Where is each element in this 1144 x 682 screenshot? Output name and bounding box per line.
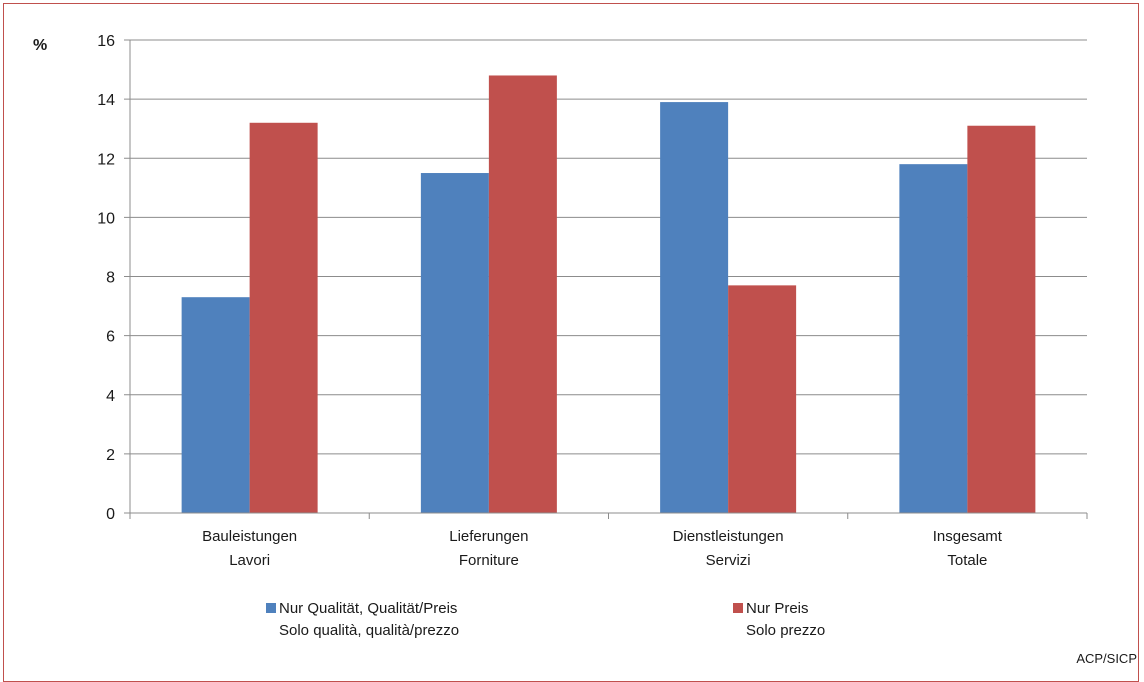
y-tick-label: 16	[97, 33, 115, 50]
axes	[124, 39, 1088, 519]
legend-label-secondary: Solo prezzo	[746, 622, 826, 639]
legend-item-series-1: Nur Qualität, Qualität/Preis Solo qualit…	[266, 598, 459, 642]
y-tick-label: 0	[106, 506, 115, 523]
legend-label: Nur Preis	[746, 600, 809, 617]
x-tick-label: Servizi	[706, 552, 751, 569]
source-label: ACP/SICP	[1076, 651, 1137, 666]
bar	[249, 122, 318, 514]
bar	[967, 125, 1036, 513]
legend-swatch	[266, 603, 276, 613]
legend-swatch	[733, 603, 743, 613]
y-axis-label: %	[33, 37, 47, 54]
y-tick-label: 10	[97, 210, 115, 227]
x-tick-labels: Bauleistungen Lavori Lieferungen Forniture D…	[202, 528, 1003, 569]
y-tick-label: 6	[106, 329, 115, 346]
bar	[420, 173, 489, 513]
legend-label-secondary: Solo qualità, qualità/prezzo	[279, 622, 460, 639]
bar	[899, 164, 968, 513]
x-tick-label: Forniture	[459, 552, 519, 569]
bars	[181, 75, 1036, 514]
x-tick-label: Dienstleistungen	[673, 528, 784, 545]
x-tick-label: Insgesamt	[933, 528, 1003, 545]
bar	[660, 102, 729, 514]
y-tick-label: 4	[106, 388, 115, 405]
x-tick-label: Totale	[947, 552, 987, 569]
legend-item-series-2: Nur Preis Solo prezzo	[733, 598, 825, 642]
y-tick-label: 14	[97, 92, 115, 109]
legend-label: Nur Qualität, Qualität/Preis	[279, 600, 458, 617]
y-tick-label: 12	[97, 151, 115, 168]
y-tick-label: 8	[106, 270, 115, 287]
bar	[488, 75, 557, 513]
y-tick-labels: 0 2 4 6 8 10 12 14 16	[97, 33, 115, 523]
x-tick-label: Bauleistungen	[202, 528, 297, 545]
bar	[181, 297, 250, 513]
x-tick-label: Lieferungen	[449, 528, 528, 545]
y-tick-label: 2	[106, 447, 115, 464]
bar	[728, 285, 797, 513]
x-tick-label: Lavori	[229, 552, 270, 569]
